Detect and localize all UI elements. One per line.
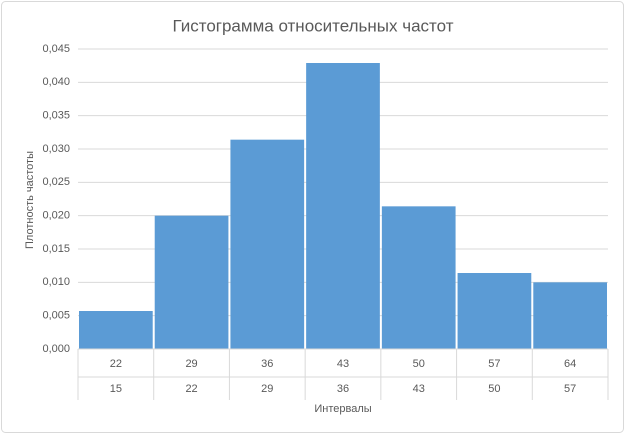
bar	[79, 311, 153, 349]
x-tick-label-lower: 15	[110, 383, 122, 395]
x-tick-label-upper: 50	[413, 358, 425, 370]
bar	[533, 282, 607, 349]
x-tick-label-upper: 29	[185, 358, 197, 370]
x-tick-label-lower: 22	[185, 383, 197, 395]
x-tick-label-upper: 57	[488, 358, 500, 370]
y-tick-label: 0,015	[42, 243, 70, 255]
y-tick-label: 0,040	[42, 76, 70, 88]
x-tick-label-upper: 22	[110, 358, 122, 370]
y-tick-label: 0,020	[42, 210, 70, 222]
bar	[381, 206, 456, 349]
y-tick-label: 0,030	[42, 143, 70, 155]
bar	[154, 215, 229, 349]
x-tick-label-lower: 43	[413, 383, 425, 395]
y-tick-label: 0,010	[42, 276, 70, 288]
y-tick-label: 0,005	[42, 310, 70, 322]
y-tick-label: 0,045	[42, 43, 70, 55]
x-tick-label-lower: 57	[564, 383, 576, 395]
bar	[457, 273, 532, 349]
y-axis-title: Плотность частоты	[24, 151, 36, 249]
y-tick-label: 0,025	[42, 176, 70, 188]
chart-title: Гистограмма относительных частот	[172, 16, 453, 35]
x-tick-label-upper: 43	[337, 358, 349, 370]
x-tick-label-upper: 36	[261, 358, 273, 370]
y-tick-label: 0,035	[42, 110, 70, 122]
y-tick-label: 0,000	[42, 343, 70, 355]
x-tick-label-lower: 50	[488, 383, 500, 395]
x-axis-title: Интервалы	[314, 403, 371, 415]
bar	[306, 63, 380, 349]
x-tick-label-lower: 29	[261, 383, 273, 395]
x-tick-label-upper: 64	[564, 358, 576, 370]
bar	[230, 139, 305, 349]
x-tick-label-lower: 36	[337, 383, 349, 395]
